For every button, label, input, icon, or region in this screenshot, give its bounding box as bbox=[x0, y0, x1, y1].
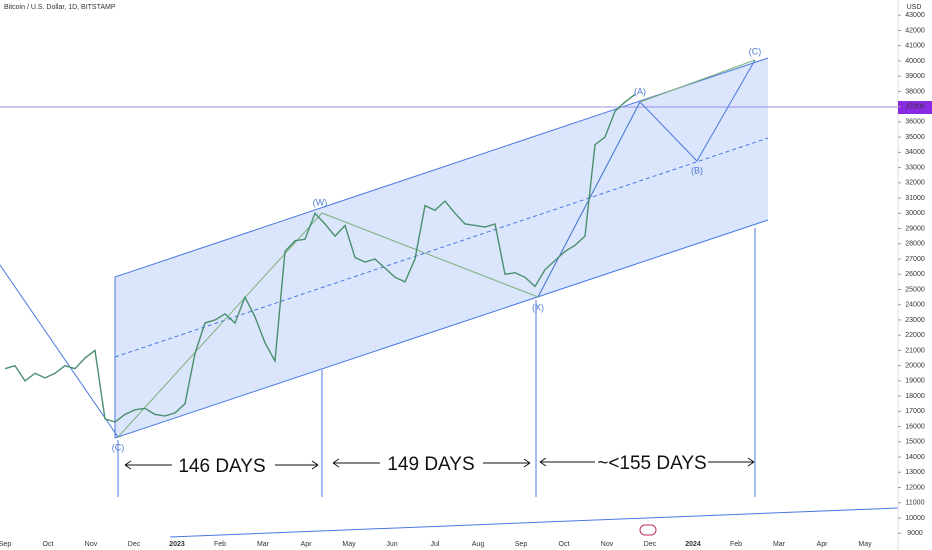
y-tick-label: 9000 bbox=[907, 530, 923, 537]
y-tick-label: 12000 bbox=[905, 484, 925, 491]
y-tick-label: 37000 bbox=[905, 103, 925, 110]
y-tick-label: 43000 bbox=[905, 12, 925, 19]
x-tick-label: Mar bbox=[773, 541, 786, 548]
y-tick-label: 35000 bbox=[905, 134, 925, 141]
y-tick-label: 33000 bbox=[905, 164, 925, 171]
wave-label: (B) bbox=[691, 165, 703, 175]
x-tick-label: Aug bbox=[472, 541, 485, 548]
x-tick-label: 2023 bbox=[169, 541, 185, 548]
y-tick-label: 22000 bbox=[905, 332, 925, 339]
channel-lower bbox=[114, 219, 769, 439]
y-tick-label: 27000 bbox=[905, 256, 925, 263]
x-tick-label: Apr bbox=[301, 541, 313, 548]
x-tick-label: Feb bbox=[214, 541, 226, 548]
y-tick-label: 15000 bbox=[905, 439, 925, 446]
y-tick-label: 26000 bbox=[905, 271, 925, 278]
duration-arrows bbox=[124, 457, 755, 470]
x-tick-label: Mar bbox=[257, 541, 270, 548]
y-tick-label: 40000 bbox=[905, 58, 925, 65]
y-tick-label: 20000 bbox=[905, 362, 925, 369]
wave-label: (W) bbox=[313, 197, 328, 207]
y-tick-label: 14000 bbox=[905, 454, 925, 461]
x-tick-label: May bbox=[858, 541, 872, 548]
x-tick-label: Dec bbox=[128, 541, 141, 548]
y-tick-label: 19000 bbox=[905, 378, 925, 385]
y-tick-label: 34000 bbox=[905, 149, 925, 156]
x-tick-label: Oct bbox=[43, 541, 54, 548]
y-tick-label: 13000 bbox=[905, 469, 925, 476]
y-tick-label: 23000 bbox=[905, 317, 925, 324]
y-tick-label: 39000 bbox=[905, 73, 925, 80]
duration-label: 149 DAYS bbox=[387, 454, 474, 475]
y-tick-label: 38000 bbox=[905, 88, 925, 95]
wave-path bbox=[639, 59, 756, 103]
event-icon[interactable] bbox=[639, 524, 657, 536]
y-tick-label: 18000 bbox=[905, 393, 925, 400]
y-tick-label: 24000 bbox=[905, 302, 925, 309]
x-tick-label: Nov bbox=[85, 541, 98, 548]
wave-label: (C) bbox=[749, 46, 762, 56]
y-tick-label: 25000 bbox=[905, 286, 925, 293]
x-tick-label: Sep bbox=[515, 541, 528, 548]
y-tick-label: 10000 bbox=[905, 515, 925, 522]
trend-line bbox=[169, 507, 899, 538]
y-tick-label: 16000 bbox=[905, 423, 925, 430]
chart-title: Bitcoin / U.S. Dollar, 1D, BITSTAMP bbox=[4, 4, 116, 11]
x-tick-label: Jul bbox=[431, 541, 440, 548]
trend-line bbox=[0, 264, 119, 438]
duration-markers bbox=[117, 228, 756, 497]
y-tick-label: 36000 bbox=[905, 119, 925, 126]
x-tick-label: Oct bbox=[559, 541, 570, 548]
x-tick-label: May bbox=[342, 541, 356, 548]
y-tick-label: 32000 bbox=[905, 180, 925, 187]
y-tick-label: 21000 bbox=[905, 347, 925, 354]
y-tick-label: 28000 bbox=[905, 241, 925, 248]
price-line bbox=[4, 93, 636, 423]
wave-label: (X) bbox=[532, 302, 544, 312]
x-tick-label: Dec bbox=[644, 541, 657, 548]
y-tick-label: 30000 bbox=[905, 210, 925, 217]
y-axis-label: USD bbox=[907, 4, 922, 11]
x-tick-label: Jun bbox=[386, 541, 397, 548]
duration-label: 146 DAYS bbox=[178, 456, 265, 477]
y-tick-label: 42000 bbox=[905, 27, 925, 34]
y-tick-label: 41000 bbox=[905, 43, 925, 50]
x-tick-label: Feb bbox=[730, 541, 742, 548]
last-price-tag bbox=[898, 101, 932, 114]
x-tick-label: Apr bbox=[817, 541, 829, 548]
x-tick-label: 2024 bbox=[685, 541, 701, 548]
y-tick-label: 17000 bbox=[905, 408, 925, 415]
wave-label: (C) bbox=[112, 442, 125, 452]
y-tick-label: 29000 bbox=[905, 225, 925, 232]
x-tick-label: Sep bbox=[0, 541, 11, 548]
price-axis bbox=[898, 0, 932, 550]
y-tick-label: 31000 bbox=[905, 195, 925, 202]
x-tick-label: Nov bbox=[601, 541, 614, 548]
duration-label: ~<155 DAYS bbox=[597, 453, 707, 474]
wave-label: (A) bbox=[634, 86, 646, 96]
y-tick-label: 11000 bbox=[906, 500, 925, 507]
